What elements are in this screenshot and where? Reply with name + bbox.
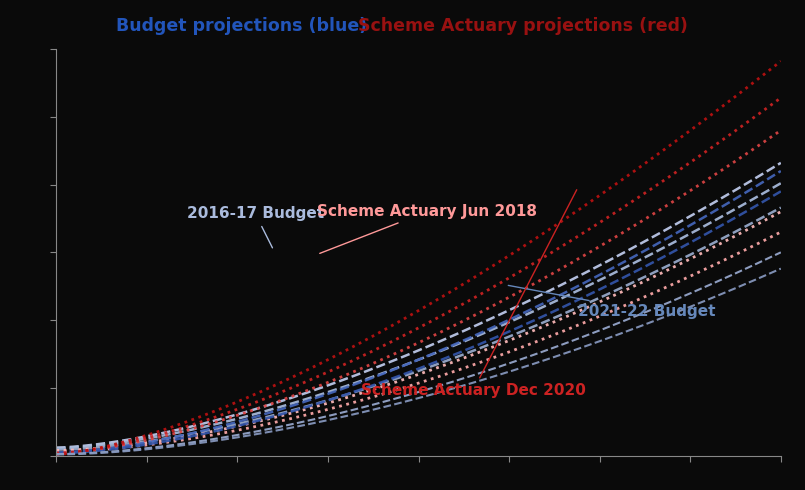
Text: Scheme Actuary projections (red): Scheme Actuary projections (red) bbox=[358, 17, 688, 35]
Text: Scheme Actuary Dec 2020: Scheme Actuary Dec 2020 bbox=[361, 190, 585, 398]
Text: 2016-17 Budget: 2016-17 Budget bbox=[187, 206, 324, 248]
Text: Budget projections (blue): Budget projections (blue) bbox=[116, 17, 367, 35]
Text: Scheme Actuary Jun 2018: Scheme Actuary Jun 2018 bbox=[317, 204, 537, 253]
Text: 2021-22 Budget: 2021-22 Budget bbox=[508, 285, 716, 319]
